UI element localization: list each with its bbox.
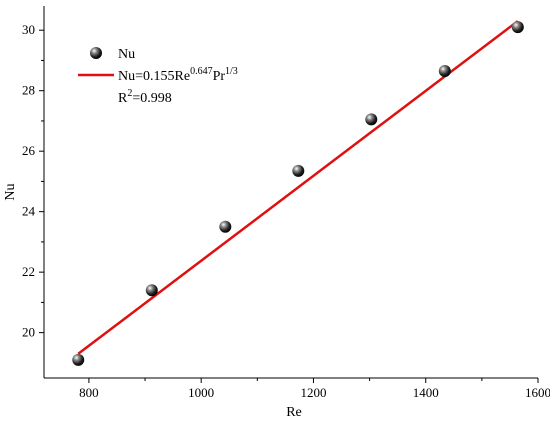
data-points (72, 21, 524, 366)
data-point (219, 220, 232, 233)
legend-label-nu: Nu (118, 47, 135, 62)
data-point (511, 21, 524, 34)
y-tick-label: 22 (22, 264, 35, 279)
data-point (292, 164, 305, 177)
x-tick-label: 1600 (525, 385, 550, 400)
y-tick-label: 28 (22, 83, 35, 98)
y-tick-label: 30 (22, 22, 35, 37)
data-point (365, 113, 378, 126)
data-point (145, 284, 158, 297)
x-tick-label: 1000 (188, 385, 214, 400)
x-axis-title: Re (286, 405, 302, 420)
legend-label-r2: R2=0.998 (118, 88, 172, 106)
data-point (72, 353, 85, 366)
y-tick-label: 26 (22, 143, 36, 158)
legend-label-fit: Nu=0.155Re0.647Pr1/3 (118, 66, 238, 84)
legend-marker-nu (90, 47, 102, 59)
y-axis-title: Nu (3, 183, 18, 200)
legend: Nu Nu=0.155Re0.647Pr1/3 R2=0.998 (78, 47, 238, 106)
data-point (438, 65, 451, 78)
y-ticks: 20 22 24 26 28 30 (22, 22, 44, 340)
x-ticks: 800 1000 1200 1400 1600 (79, 378, 550, 400)
y-tick-label: 24 (22, 204, 36, 219)
x-tick-label: 1400 (413, 385, 439, 400)
x-tick-label: 1200 (300, 385, 326, 400)
y-tick-label: 20 (22, 325, 35, 340)
x-tick-label: 800 (79, 385, 99, 400)
axes (43, 6, 538, 379)
